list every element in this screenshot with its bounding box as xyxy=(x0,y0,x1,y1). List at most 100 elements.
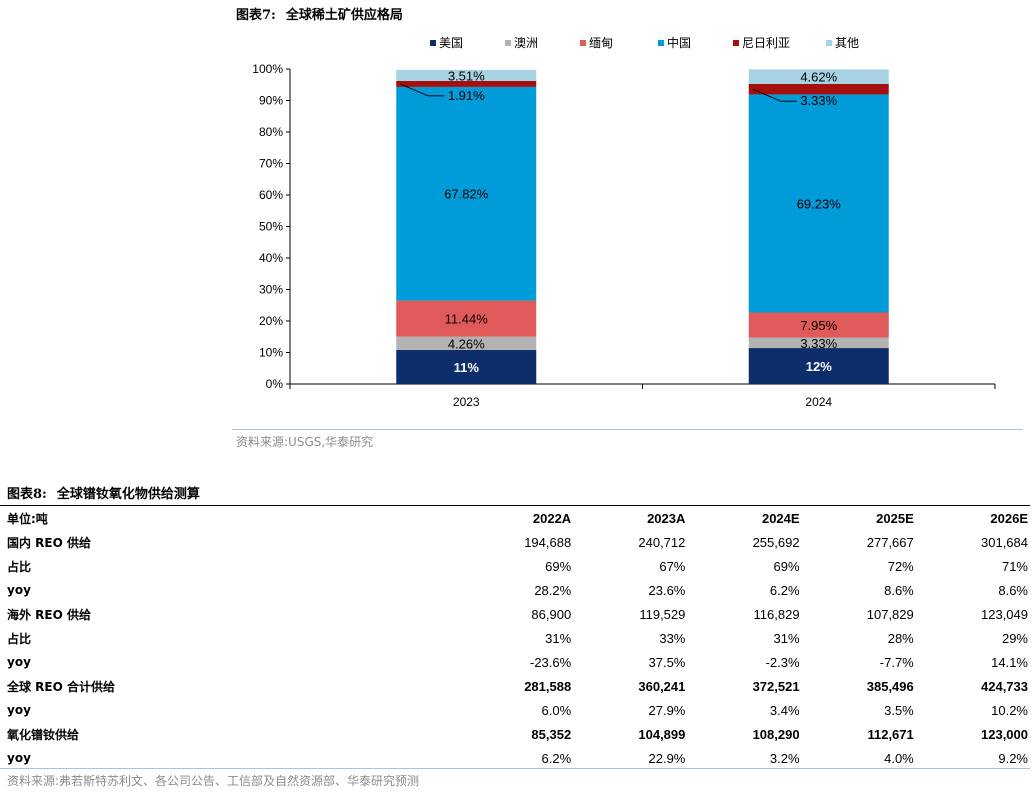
table-row: yoy 6.2% 22.9% 3.2% 4.0% 9.2% xyxy=(0,746,1030,770)
table-cell: 27.9% xyxy=(573,698,687,722)
table-cell: 28.2% xyxy=(459,578,573,602)
y-tick-label: 10% xyxy=(259,346,283,360)
bar-value-label: 3.33% xyxy=(800,93,837,108)
table-cell: 4.0% xyxy=(802,746,916,770)
table-cell: 3.4% xyxy=(687,698,801,722)
table-cell: 69% xyxy=(459,554,573,578)
legend-label: 澳洲 xyxy=(514,36,538,50)
header-2024e: 2024E xyxy=(687,506,801,531)
table-row: 国内 REO 供给 194,688 240,712 255,692 277,667 301… xyxy=(0,530,1030,554)
figure8-source: 资料来源:弗若斯特苏利文、各公司公告、工信部及自然资源部、华泰研究预测 xyxy=(7,772,419,789)
table-cell: 360,241 xyxy=(573,674,687,698)
x-tick-label: 2023 xyxy=(453,395,480,409)
figure8-title-text: 全球镨钕氧化物供给测算 xyxy=(57,487,200,502)
bar-value-label: 12% xyxy=(806,359,832,374)
table-cell: -2.3% xyxy=(687,650,801,674)
figure7-source-rule xyxy=(232,429,1023,430)
legend-label: 中国 xyxy=(667,35,691,50)
header-2022a: 2022A xyxy=(459,506,573,531)
row-label: 全球 REO 合计供给 xyxy=(0,674,459,698)
bar-value-label: 69.23% xyxy=(797,196,842,211)
table-cell: 67% xyxy=(573,554,687,578)
table-cell: 14.1% xyxy=(916,650,1030,674)
legend-label: 缅甸 xyxy=(589,36,613,50)
y-tick-label: 0% xyxy=(266,377,284,391)
table-cell: -7.7% xyxy=(802,650,916,674)
table-cell: 28% xyxy=(802,626,916,650)
table-cell: 3.5% xyxy=(802,698,916,722)
table-cell: 104,899 xyxy=(573,722,687,746)
table-cell: 277,667 xyxy=(802,530,916,554)
y-tick-label: 100% xyxy=(252,62,283,76)
row-label: 占比 xyxy=(0,554,459,578)
table-cell: 107,829 xyxy=(802,602,916,626)
row-label: yoy xyxy=(0,578,459,602)
table-row: 占比 31% 33% 31% 28% 29% xyxy=(0,626,1030,650)
table-cell: 301,684 xyxy=(916,530,1030,554)
table-cell: 71% xyxy=(916,554,1030,578)
row-label: yoy xyxy=(0,698,459,722)
header-2026e: 2026E xyxy=(916,506,1030,531)
table-cell: 385,496 xyxy=(802,674,916,698)
bar-value-label: 3.33% xyxy=(800,336,837,351)
bar-value-label: 4.26% xyxy=(448,336,485,351)
table-cell: 29% xyxy=(916,626,1030,650)
legend-label: 尼日利亚 xyxy=(742,36,790,50)
table-cell: 22.9% xyxy=(573,746,687,770)
header-unit: 单位:吨 xyxy=(0,506,459,531)
table-cell: 108,290 xyxy=(687,722,801,746)
table-cell: 6.0% xyxy=(459,698,573,722)
table-cell: 9.2% xyxy=(916,746,1030,770)
table-cell: 6.2% xyxy=(687,578,801,602)
legend-label: 美国 xyxy=(439,36,463,50)
legend-swatch xyxy=(826,40,832,46)
table-cell: 3.2% xyxy=(687,746,801,770)
legend-label: 其他 xyxy=(835,36,859,50)
table-cell: 8.6% xyxy=(916,578,1030,602)
y-tick-label: 70% xyxy=(259,157,283,171)
table-row: 海外 REO 供给 86,900 119,529 116,829 107,829 123,… xyxy=(0,602,1030,626)
bar-value-label: 4.62% xyxy=(800,70,837,85)
row-label: 国内 REO 供给 xyxy=(0,530,459,554)
table-cell: 85,352 xyxy=(459,722,573,746)
y-tick-label: 50% xyxy=(259,220,283,234)
table-cell: 69% xyxy=(687,554,801,578)
table-header-row: 单位:吨 2022A 2023A 2024E 2025E 2026E xyxy=(0,506,1030,531)
bar-value-label: 67.82% xyxy=(444,187,489,202)
table-cell: 86,900 xyxy=(459,602,573,626)
table-cell: 10.2% xyxy=(916,698,1030,722)
legend-swatch xyxy=(733,40,739,46)
row-label: yoy xyxy=(0,650,459,674)
header-2025e: 2025E xyxy=(802,506,916,531)
figure8-title: 图表8: 全球镨钕氧化物供给测算 xyxy=(7,483,200,502)
row-label: 海外 REO 供给 xyxy=(0,602,459,626)
table-cell: 33% xyxy=(573,626,687,650)
table-cell: -23.6% xyxy=(459,650,573,674)
legend-swatch xyxy=(430,40,436,46)
table-cell: 8.6% xyxy=(802,578,916,602)
table-cell: 240,712 xyxy=(573,530,687,554)
bar-value-label: 11% xyxy=(454,360,480,375)
row-label: 氧化镨钕供给 xyxy=(0,722,459,746)
table-cell: 119,529 xyxy=(573,602,687,626)
table-cell: 37.5% xyxy=(573,650,687,674)
table-cell: 23.6% xyxy=(573,578,687,602)
table-cell: 123,049 xyxy=(916,602,1030,626)
table-row: yoy 28.2% 23.6% 6.2% 8.6% 8.6% xyxy=(0,578,1030,602)
figure8-source-rule xyxy=(0,768,1030,769)
x-tick-label: 2024 xyxy=(805,395,832,409)
table-cell: 281,588 xyxy=(459,674,573,698)
legend-swatch xyxy=(505,40,511,46)
bar-value-label: 7.95% xyxy=(800,318,837,333)
table-cell: 31% xyxy=(687,626,801,650)
table-cell: 31% xyxy=(459,626,573,650)
figure7-source: 资料来源:USGS,华泰研究 xyxy=(236,433,373,450)
table-cell: 6.2% xyxy=(459,746,573,770)
table-cell: 372,521 xyxy=(687,674,801,698)
row-label: yoy xyxy=(0,746,459,770)
bar-value-label: 11.44% xyxy=(445,312,489,327)
table-row: 氧化镨钕供给 85,352 104,899 108,290 112,671 123,000 xyxy=(0,722,1030,746)
table-cell: 194,688 xyxy=(459,530,573,554)
table-cell: 424,733 xyxy=(916,674,1030,698)
y-tick-label: 40% xyxy=(259,251,283,265)
